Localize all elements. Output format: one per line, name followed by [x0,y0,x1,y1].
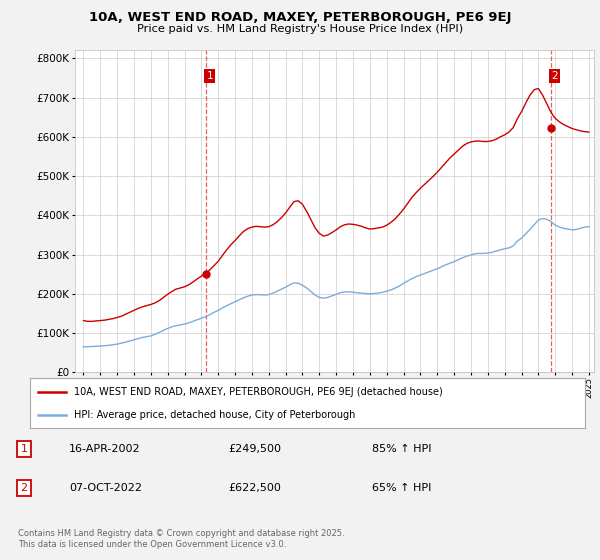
Text: 10A, WEST END ROAD, MAXEY, PETERBOROUGH, PE6 9EJ: 10A, WEST END ROAD, MAXEY, PETERBOROUGH,… [89,11,511,24]
Text: HPI: Average price, detached house, City of Peterborough: HPI: Average price, detached house, City… [74,410,356,420]
Text: 07-OCT-2022: 07-OCT-2022 [69,483,142,493]
Text: 2: 2 [20,483,28,493]
Text: £249,500: £249,500 [228,444,281,454]
Text: 16-APR-2002: 16-APR-2002 [69,444,140,454]
Text: 65% ↑ HPI: 65% ↑ HPI [372,483,431,493]
Text: Contains HM Land Registry data © Crown copyright and database right 2025.
This d: Contains HM Land Registry data © Crown c… [18,529,344,549]
Text: £622,500: £622,500 [228,483,281,493]
Text: 1: 1 [206,71,213,81]
Text: 2: 2 [551,71,558,81]
Text: Price paid vs. HM Land Registry's House Price Index (HPI): Price paid vs. HM Land Registry's House … [137,24,463,34]
Text: 1: 1 [20,444,28,454]
Text: 85% ↑ HPI: 85% ↑ HPI [372,444,431,454]
Text: 10A, WEST END ROAD, MAXEY, PETERBOROUGH, PE6 9EJ (detached house): 10A, WEST END ROAD, MAXEY, PETERBOROUGH,… [74,386,443,396]
